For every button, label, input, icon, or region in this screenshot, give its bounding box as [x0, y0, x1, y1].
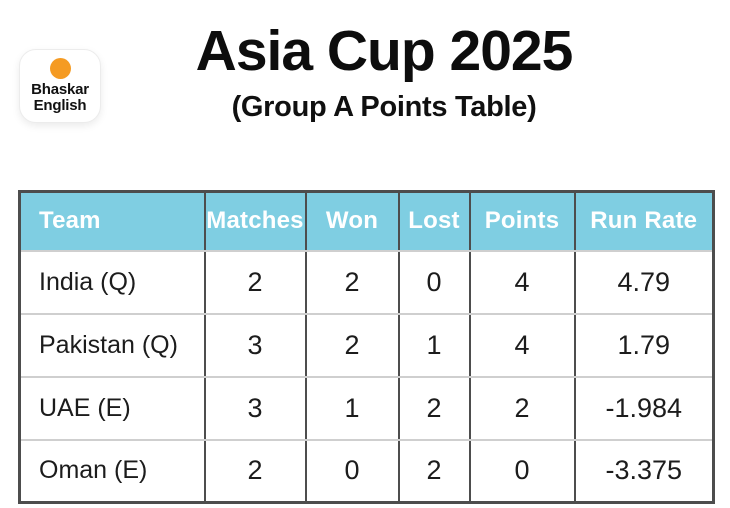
points-cell: 4 [469, 250, 576, 315]
table-row: Pakistan (Q) 3 2 1 4 1.79 [19, 313, 714, 378]
points-cell: 2 [469, 376, 576, 441]
table-row: UAE (E) 3 1 2 2 -1.984 [19, 376, 714, 441]
table-header-row: Team Matches Won Lost Points Run Rate [19, 191, 714, 252]
team-cell: UAE (E) [19, 376, 206, 441]
matches-cell: 2 [204, 439, 307, 503]
sun-dot-icon [49, 58, 71, 80]
column-header-won: Won [305, 191, 400, 252]
column-header-team: Team [19, 191, 206, 252]
matches-cell: 2 [204, 250, 307, 315]
won-cell: 2 [305, 313, 400, 378]
run-rate-cell: -3.375 [574, 439, 714, 503]
page-title: Asia Cup 2025 [195, 19, 574, 83]
run-rate-cell: -1.984 [574, 376, 714, 441]
asia-cup-points-infographic: Bhaskar English Asia Cup 2025 (Group A P… [0, 23, 730, 508]
column-header-run-rate: Run Rate [574, 191, 714, 252]
won-cell: 1 [305, 376, 400, 441]
run-rate-cell: 1.79 [574, 313, 714, 378]
lost-cell: 1 [398, 313, 471, 378]
logo-text: Bhaskar English [31, 82, 89, 114]
page-subtitle: (Group A Points Table) [231, 91, 537, 123]
team-cell: India (Q) [19, 250, 206, 315]
logo-line-1: Bhaskar [31, 81, 89, 99]
team-cell: Pakistan (Q) [19, 313, 206, 378]
team-cell: Oman (E) [19, 439, 206, 503]
won-cell: 2 [305, 250, 400, 315]
matches-cell: 3 [204, 376, 307, 441]
column-header-points: Points [469, 191, 576, 252]
points-cell: 0 [469, 439, 576, 503]
run-rate-cell: 4.79 [574, 250, 714, 315]
points-cell: 4 [469, 313, 576, 378]
logo-line-2: English [33, 97, 87, 114]
column-header-lost: Lost [398, 191, 471, 252]
title-block: Asia Cup 2025 (Group A Points Table) [0, 23, 730, 124]
points-table: Team Matches Won Lost Points Run Rate In… [18, 190, 715, 504]
table-row: Oman (E) 2 0 2 0 -3.375 [19, 439, 714, 503]
table-row: India (Q) 2 2 0 4 4.79 [19, 250, 714, 315]
lost-cell: 0 [398, 250, 471, 315]
matches-cell: 3 [204, 313, 307, 378]
won-cell: 0 [305, 439, 400, 503]
header-section: Bhaskar English Asia Cup 2025 (Group A P… [0, 23, 730, 190]
bhaskar-english-logo: Bhaskar English [19, 49, 101, 123]
lost-cell: 2 [398, 439, 471, 503]
lost-cell: 2 [398, 376, 471, 441]
column-header-matches: Matches [204, 191, 307, 252]
